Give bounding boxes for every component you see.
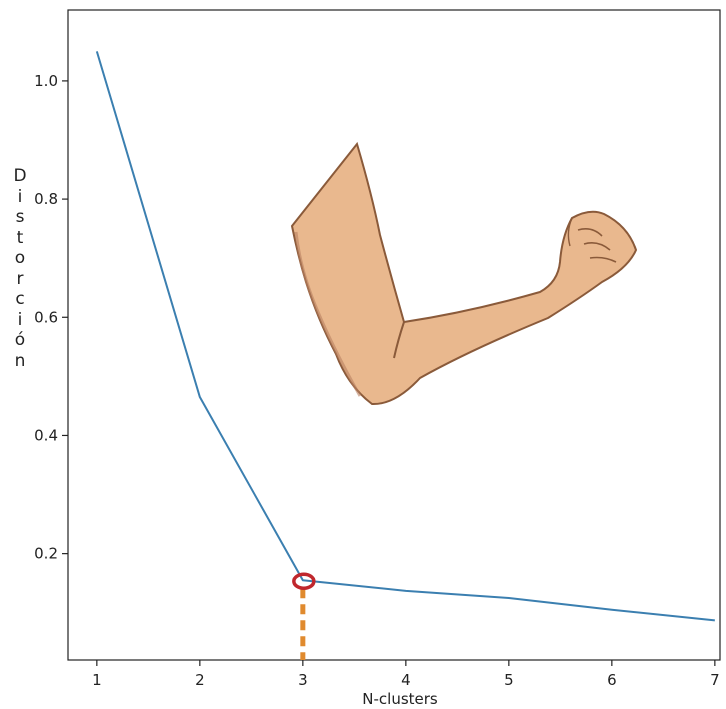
y-tick-label: 0.6 (34, 308, 58, 326)
elbow-marker (292, 572, 316, 590)
y-axis-label-letter: r (16, 268, 24, 289)
y-axis: 0.2 0.4 0.6 0.8 1.0 (34, 72, 68, 563)
x-axis-label: N-clusters (362, 690, 438, 708)
series-line (95, 51, 715, 622)
y-tick-label: 1.0 (34, 72, 58, 90)
y-tick-label: 0.4 (34, 426, 58, 444)
x-tick-label: 6 (607, 671, 617, 689)
x-tick-label: 1 (92, 671, 102, 689)
y-tick-label: 0.8 (34, 190, 58, 208)
x-tick-label: 7 (710, 671, 720, 689)
y-axis-label-letter: i (17, 309, 23, 330)
y-axis-label-letter: n (14, 350, 26, 371)
series-group (95, 51, 715, 622)
x-tick-label: 3 (298, 671, 308, 689)
x-tick-label: 5 (504, 671, 514, 689)
y-axis-label-letter: ó (14, 330, 26, 350)
x-tick-label: 4 (401, 671, 411, 689)
y-axis-label-letter: i (17, 186, 23, 207)
y-axis-label-letter: c (15, 289, 25, 309)
y-axis-label-letter: t (16, 227, 24, 248)
x-axis: 1 2 3 4 5 6 7 (92, 660, 720, 689)
x-tick-label: 2 (195, 671, 205, 689)
y-axis-label-letter: o (14, 248, 26, 268)
annotations (292, 572, 316, 660)
y-axis-label-letter: s (15, 207, 25, 227)
flexed-arm-illustration (290, 141, 638, 406)
y-axis-label-letter: D (13, 166, 27, 186)
y-tick-label: 0.2 (34, 545, 58, 563)
